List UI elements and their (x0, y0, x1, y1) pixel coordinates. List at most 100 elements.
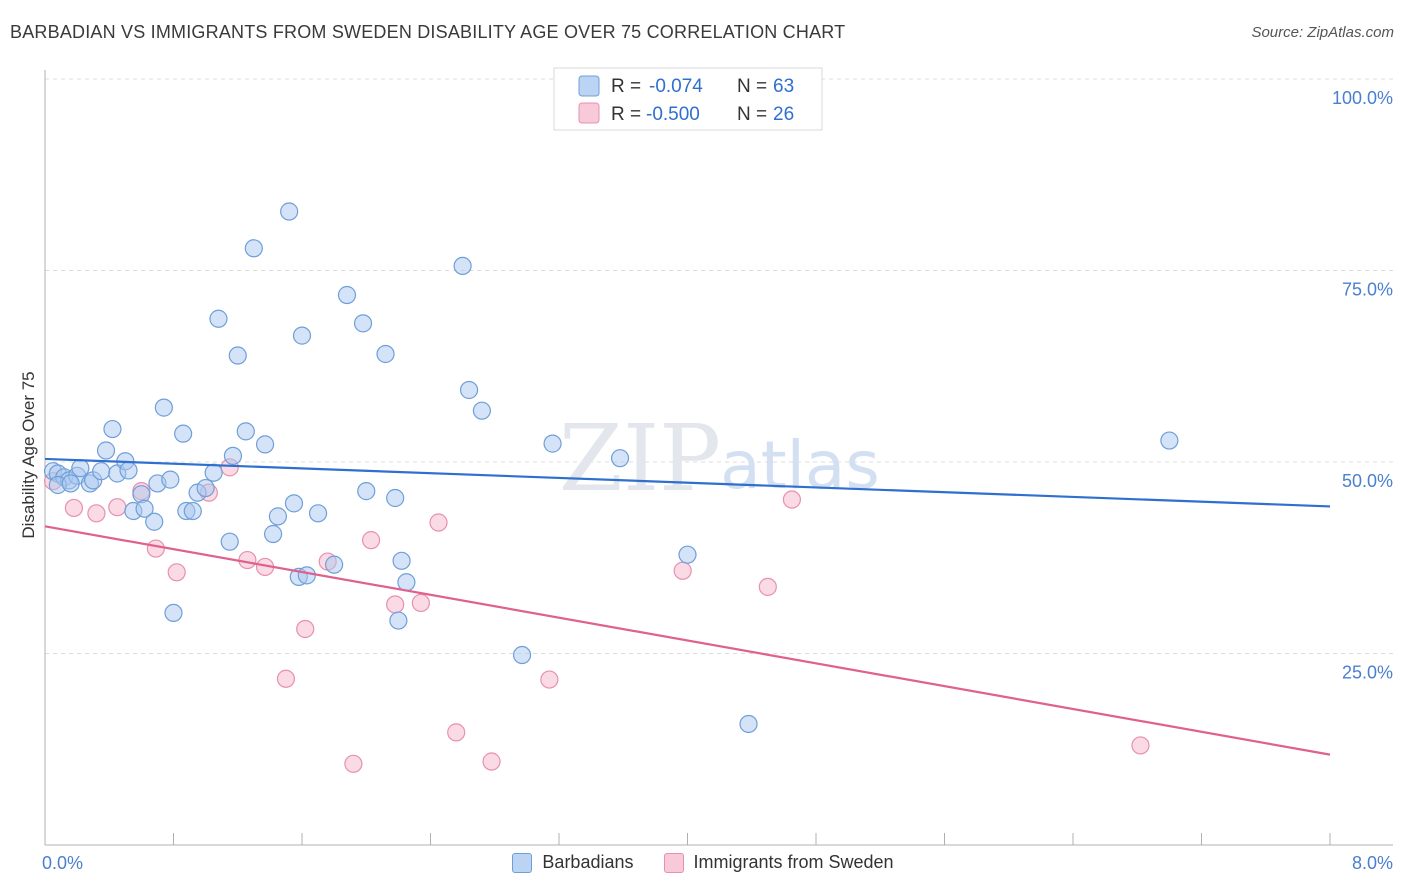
barbadian-point-55 (543, 434, 562, 453)
legend-swatch-pink (578, 102, 600, 124)
barbadian-point-5 (71, 459, 90, 478)
legend-n-value-blue: 63 (773, 76, 794, 97)
barbadian-point-48 (392, 551, 411, 570)
sweden-point-5 (146, 539, 165, 558)
sweden-point-14 (344, 754, 363, 773)
trend-line-barbadians (44, 457, 1331, 508)
barbadian-point-58 (739, 714, 758, 734)
barbadian-point-27 (209, 309, 228, 328)
sweden-point-25 (1131, 736, 1150, 755)
barbadian-point-8 (92, 462, 111, 481)
barbadian-point-43 (337, 285, 357, 305)
barbadian-point-57 (678, 545, 697, 564)
axes (44, 70, 1393, 846)
barbadian-point-44 (353, 314, 373, 333)
barbadian-point-50 (389, 611, 408, 630)
barbadian-point-53 (472, 401, 491, 420)
barbadian-point-19 (154, 398, 173, 417)
barbadian-point-20 (161, 470, 180, 489)
barbadian-point-37 (284, 494, 304, 513)
barbadian-point-62 (164, 603, 183, 623)
barbadian-point-25 (196, 478, 215, 498)
barbadian-point-28 (220, 532, 239, 551)
legend-r-label-blue: R = (611, 76, 641, 97)
sweden-point-6 (167, 563, 186, 582)
sweden-point-22 (673, 561, 692, 580)
stats-legend: R = -0.074 N = 63 R = -0.500 N = 26 (553, 67, 823, 131)
y-tick-label-1: 50.0% (1342, 471, 1393, 491)
sweden-point-16 (386, 595, 405, 614)
legend-n-label-pink: N = (737, 104, 767, 125)
barbadian-point-31 (236, 422, 255, 441)
trend-lines (44, 457, 1331, 756)
source-label: Source: ZipAtlas.com (1251, 24, 1394, 41)
x-tick-label-min: 0.0% (42, 853, 83, 873)
barbadian-point-23 (183, 501, 202, 521)
legend-swatch-barbadians (512, 852, 533, 873)
tick-labels: 25.0% 50.0% 75.0% 100.0% 0.0% 8.0% (42, 88, 1393, 873)
sweden-point-11 (276, 669, 296, 688)
watermark-zip: ZIP (559, 405, 721, 512)
barbadian-point-9 (96, 441, 116, 460)
legend-n-label-blue: N = (737, 76, 767, 97)
barbadian-point-32 (244, 239, 263, 258)
barbadian-point-33 (255, 435, 275, 454)
barbadian-point-56 (610, 449, 630, 468)
barbadian-point-61 (61, 474, 80, 493)
series-barbadians (43, 202, 1179, 734)
sweden-point-20 (482, 752, 501, 771)
barbadian-point-40 (297, 566, 316, 585)
barbadian-point-30 (228, 346, 247, 365)
sweden-point-18 (429, 513, 448, 532)
legend-r-value-pink: -0.500 (646, 104, 700, 125)
sweden-point-21 (540, 670, 559, 689)
y-tick-label-2: 75.0% (1342, 280, 1393, 300)
legend-label-barbadians: Barbadians (542, 852, 634, 872)
trend-line-immigrants-from-sweden (44, 525, 1331, 756)
chart-title: BARBADIAN VS IMMIGRANTS FROM SWEDEN DISA… (10, 22, 846, 42)
legend-swatch-blue (578, 75, 600, 97)
legend-r-value-blue: -0.074 (649, 76, 703, 97)
y-tick-label-3: 100.0% (1332, 88, 1393, 108)
barbadian-point-54 (512, 645, 532, 665)
sweden-point-1 (64, 498, 84, 518)
barbadian-point-34 (263, 524, 283, 544)
barbadian-point-38 (292, 326, 312, 345)
barbadian-point-26 (204, 463, 223, 482)
barbadian-point-47 (386, 488, 405, 508)
barbadian-point-51 (453, 256, 472, 276)
barbadian-point-59 (1160, 431, 1179, 450)
y-tick-label-0: 25.0% (1342, 663, 1393, 683)
legend-label-immigrants-from-sweden: Immigrants from Sweden (693, 852, 894, 872)
legend-item-barbadians: Barbadians (512, 852, 634, 873)
barbadian-point-49 (397, 573, 416, 592)
sweden-point-12 (296, 619, 315, 639)
y-axis-label: Disability Age Over 75 (19, 371, 38, 538)
barbadian-point-13 (119, 461, 138, 480)
barbadian-point-10 (103, 419, 122, 439)
legend-r-label-pink: R = (611, 104, 641, 125)
barbadian-point-17 (145, 512, 164, 531)
barbadian-point-16 (135, 499, 154, 518)
barbadian-point-45 (357, 482, 376, 501)
legend-n-value-pink: 26 (773, 104, 794, 125)
x-tick-label-max: 8.0% (1352, 853, 1393, 873)
barbadian-point-46 (376, 344, 395, 364)
legend-swatch-immigrants-from-sweden (663, 852, 684, 873)
barbadian-point-41 (308, 504, 328, 523)
bottom-legend: Barbadians Immigrants from Sweden (0, 852, 1406, 873)
sweden-point-19 (447, 723, 466, 742)
sweden-point-17 (411, 593, 430, 613)
sweden-point-24 (782, 490, 802, 509)
sweden-point-3 (108, 498, 127, 517)
barbadian-point-52 (459, 380, 479, 400)
barbadian-point-21 (174, 424, 193, 443)
barbadian-point-36 (280, 202, 299, 221)
sweden-point-15 (361, 531, 381, 550)
legend-item-immigrants-from-sweden: Immigrants from Sweden (663, 852, 894, 873)
sweden-point-2 (87, 504, 106, 523)
sweden-point-9 (238, 550, 257, 570)
gridlines (45, 78, 1393, 654)
barbadian-point-29 (223, 446, 243, 465)
